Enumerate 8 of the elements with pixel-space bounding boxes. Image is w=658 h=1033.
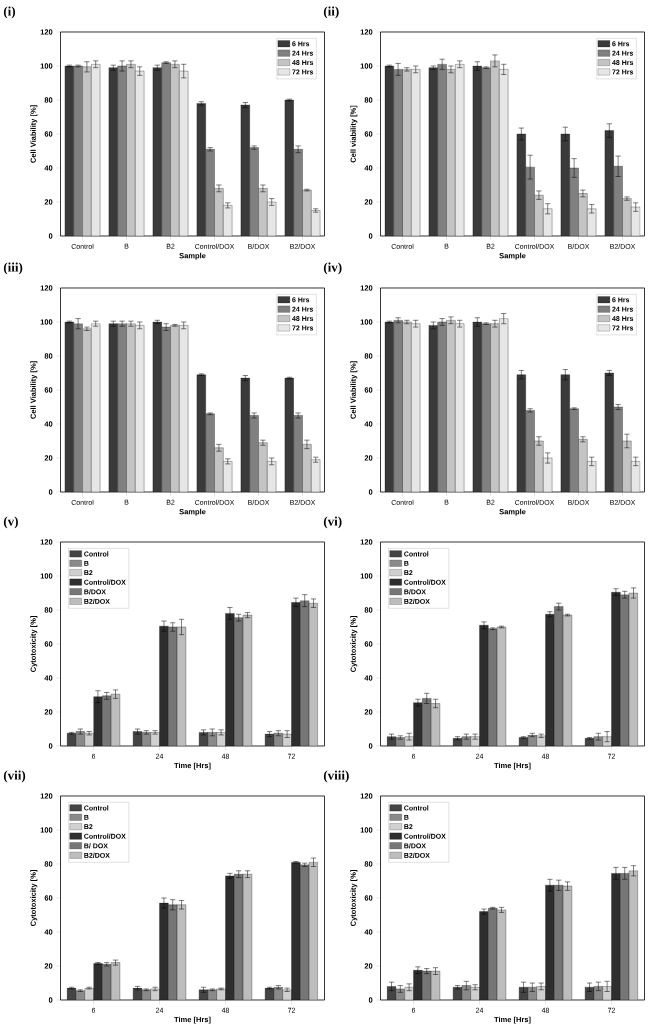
chart-title: (iv): [324, 262, 342, 275]
chart-title: (vi): [324, 516, 342, 529]
chart-title: (viii): [324, 770, 349, 783]
chart-title: (vii): [4, 770, 26, 783]
chart-title: (ii): [324, 6, 339, 19]
chart-title: (i): [4, 6, 16, 19]
chart-title: (v): [4, 516, 19, 529]
chart-title: (iii): [4, 262, 23, 275]
